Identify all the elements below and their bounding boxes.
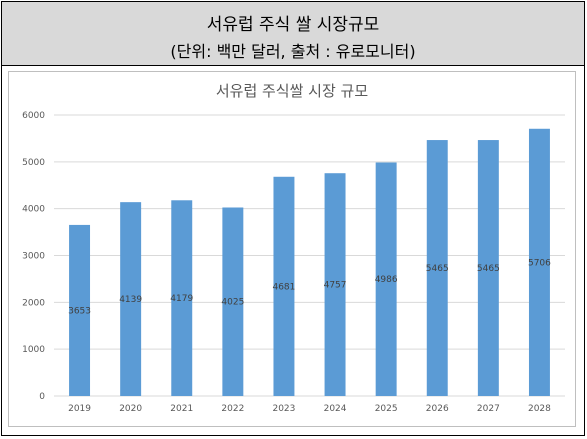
y-tick-label: 3000 <box>22 252 45 262</box>
data-label: 4757 <box>324 281 347 291</box>
chart-title: 서유럽 주식쌀 시장 규모 <box>216 82 369 100</box>
x-tick-label: 2028 <box>528 404 551 414</box>
x-tick-label: 2025 <box>375 404 398 414</box>
x-tick-label: 2021 <box>170 404 193 414</box>
chart-area: 서유럽 주식쌀 시장 규모 0 1000 2000 3000 4000 5000 6000 … <box>8 71 576 427</box>
bar <box>426 140 448 396</box>
y-tick-label: 2000 <box>22 298 45 308</box>
data-labels: 3653 4139 4179 4025 4681 4757 4986 5465 5465 5706 <box>68 258 551 316</box>
x-tick-label: 2022 <box>221 404 244 414</box>
data-label: 5706 <box>528 258 551 268</box>
bar-chart: 서유럽 주식쌀 시장 규모 0100020003000400050006000 … <box>22 82 565 414</box>
bar <box>171 200 193 396</box>
figure-header: 서유럽 주식 쌀 시장규모 (단위: 백만 달러, 출처 : 유로모니터) <box>2 2 584 66</box>
bar <box>477 140 499 396</box>
y-tick-label: 1000 <box>22 345 45 355</box>
x-tick-label: 2024 <box>324 404 347 414</box>
figure-title: 서유럽 주식 쌀 시장규모 <box>206 15 380 35</box>
data-label: 4179 <box>170 294 193 304</box>
bars <box>69 128 550 397</box>
data-label: 3653 <box>68 306 91 316</box>
x-tick-label: 2027 <box>477 404 500 414</box>
bar <box>273 176 295 396</box>
y-tick-label: 4000 <box>22 205 45 215</box>
data-label: 5465 <box>426 264 449 274</box>
y-tick-label: 0 <box>39 392 45 402</box>
bar <box>222 207 244 396</box>
figure-subtitle: (단위: 백만 달러, 출처 : 유로모니터) <box>170 42 416 61</box>
data-label: 4986 <box>375 275 398 285</box>
bar <box>120 202 142 396</box>
y-tick-label: 6000 <box>22 111 45 121</box>
x-tick-label: 2019 <box>68 404 91 414</box>
data-label: 4681 <box>272 282 295 292</box>
x-tick-label: 2026 <box>426 404 449 414</box>
bar <box>375 162 397 396</box>
x-tick-label: 2023 <box>272 404 295 414</box>
bar <box>69 224 91 396</box>
y-tick-label: 5000 <box>22 158 45 168</box>
data-label: 5465 <box>477 264 500 274</box>
y-axis-tick-labels: 0 1000 2000 3000 4000 5000 6000 <box>22 111 45 402</box>
data-label: 4025 <box>221 298 244 308</box>
data-label: 4139 <box>119 295 142 305</box>
x-tick-label: 2020 <box>119 404 142 414</box>
x-axis-tick-labels: 2019 2020 2021 2022 2023 2024 2025 2026 2027 2028 <box>68 404 551 414</box>
bar <box>324 173 346 396</box>
bar <box>528 128 550 397</box>
